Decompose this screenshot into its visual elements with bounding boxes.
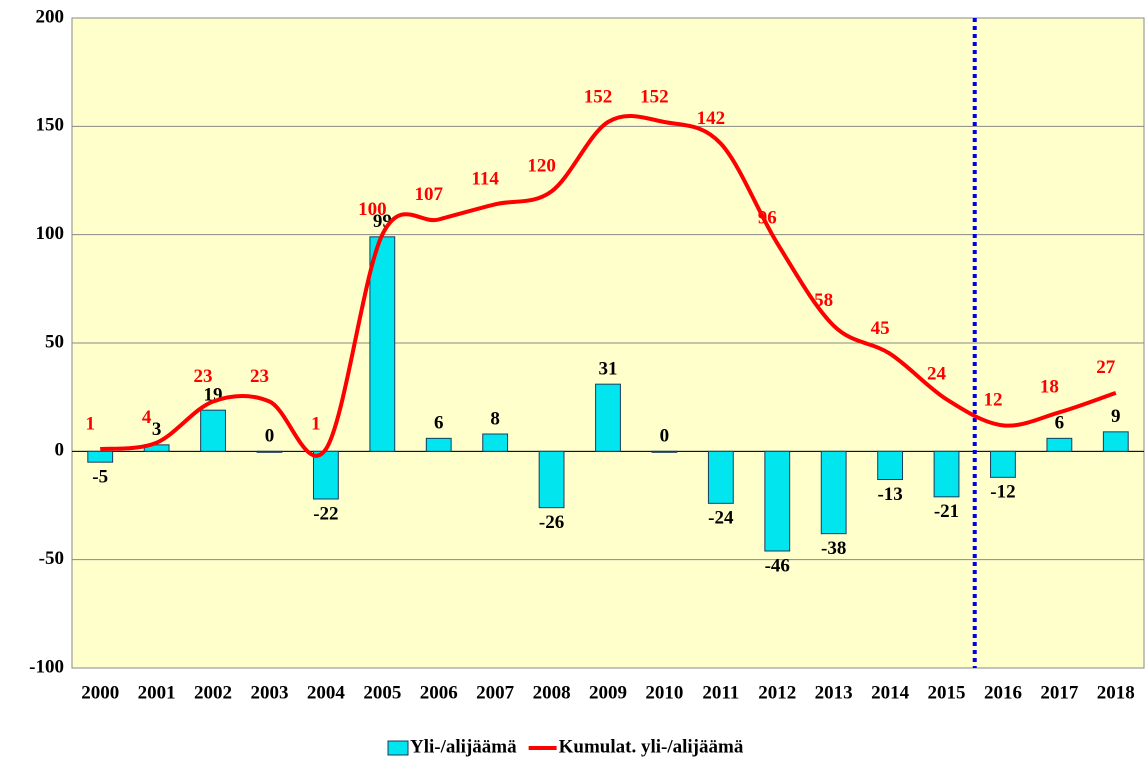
line-value-label: 142 (697, 108, 726, 129)
line-value-label: 23 (250, 366, 269, 387)
legend-label: Kumulat. yli-/alijäämä (559, 736, 744, 757)
bar (538, 450, 565, 509)
legend-swatch (387, 740, 409, 756)
bar (425, 437, 452, 452)
bar-value-label: 3 (152, 419, 162, 440)
bar-value-label: 9 (1111, 406, 1121, 427)
x-tick-label: 2016 (984, 682, 1022, 703)
bar (707, 450, 734, 504)
bar (1102, 431, 1129, 452)
bar (933, 450, 960, 498)
x-tick-label: 2017 (1040, 682, 1079, 703)
y-tick-label: -100 (29, 656, 64, 677)
x-tick-label: 2009 (589, 682, 627, 703)
bar-value-label: -24 (708, 508, 734, 529)
bar-value-label: -13 (877, 484, 902, 505)
x-tick-label: 2018 (1097, 682, 1135, 703)
bar (87, 450, 114, 463)
bar-value-label: 6 (434, 413, 444, 434)
x-tick-label: 2015 (928, 682, 966, 703)
bar-value-label: -26 (539, 512, 564, 533)
line-value-label: 1 (311, 414, 321, 435)
bar (312, 450, 339, 500)
bar (200, 409, 226, 452)
x-tick-label: 2001 (138, 682, 176, 703)
line-value-label: 120 (527, 156, 556, 177)
y-tick-label: 100 (36, 223, 65, 244)
line-value-label: 152 (584, 86, 613, 107)
x-tick-label: 2002 (194, 682, 232, 703)
bar (990, 450, 1016, 478)
bar-value-label: -46 (765, 555, 790, 576)
line (99, 113, 1117, 458)
x-tick-label: 2012 (758, 682, 796, 703)
line-value-label: 1 (85, 414, 95, 435)
bar-value-label: -38 (821, 538, 846, 559)
bar (482, 433, 509, 452)
x-tick-label: 2004 (307, 682, 346, 703)
bar (651, 450, 678, 453)
bar-value-label: -5 (92, 467, 108, 488)
bar (595, 383, 621, 452)
line-value-label: 107 (414, 184, 443, 205)
bar (369, 236, 396, 452)
bar-value-label: 0 (265, 426, 275, 447)
x-tick-label: 2014 (871, 682, 910, 703)
bar-value-label: 8 (490, 408, 500, 429)
bar-value-label: 0 (660, 426, 670, 447)
line-value-label: 23 (194, 366, 213, 387)
y-tick-label: 0 (55, 440, 65, 461)
x-tick-label: 2006 (420, 682, 458, 703)
line-value-label: 96 (758, 208, 777, 229)
line-value-label: 18 (1040, 377, 1059, 398)
y-tick-label: 150 (36, 115, 65, 136)
line-value-label: 100 (358, 199, 387, 220)
x-tick-label: 2005 (363, 682, 401, 703)
y-tick-label: 200 (36, 6, 65, 27)
line-value-label: 45 (871, 318, 890, 339)
bar-value-label: 6 (1055, 413, 1065, 434)
bar (256, 450, 283, 453)
bar-value-label: 31 (599, 359, 618, 380)
x-tick-label: 2013 (815, 682, 853, 703)
line-value-label: 4 (142, 407, 152, 428)
line-value-label: 27 (1096, 357, 1116, 378)
line-value-label: 12 (983, 390, 1002, 411)
legend-label: Yli-/alijäämä (410, 736, 517, 757)
y-tick-label: 50 (45, 331, 64, 352)
bar-value-label: -22 (313, 503, 338, 524)
line-value-label: 58 (814, 290, 833, 311)
bar (877, 450, 904, 481)
x-tick-label: 2011 (702, 682, 739, 703)
line-value-label: 152 (640, 86, 669, 107)
bar (1046, 437, 1073, 452)
x-tick-label: 2000 (81, 682, 119, 703)
x-tick-label: 2007 (476, 682, 515, 703)
y-tick-label: -50 (39, 548, 64, 569)
x-tick-label: 2010 (645, 682, 683, 703)
bar-value-label: -21 (934, 501, 959, 522)
x-tick-label: 2003 (250, 682, 288, 703)
line-value-label: 114 (471, 169, 499, 190)
bar (820, 450, 847, 535)
bar-value-label: -12 (990, 482, 1015, 503)
line-value-label: 24 (927, 364, 947, 385)
bar (764, 450, 791, 552)
x-tick-label: 2008 (533, 682, 571, 703)
